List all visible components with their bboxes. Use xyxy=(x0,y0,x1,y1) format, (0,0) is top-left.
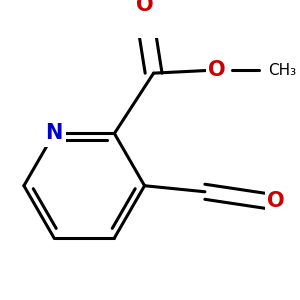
Text: O: O xyxy=(208,60,226,80)
Text: O: O xyxy=(136,0,153,15)
Text: CH₃: CH₃ xyxy=(268,63,296,78)
Text: N: N xyxy=(45,124,63,143)
Text: O: O xyxy=(267,191,285,211)
